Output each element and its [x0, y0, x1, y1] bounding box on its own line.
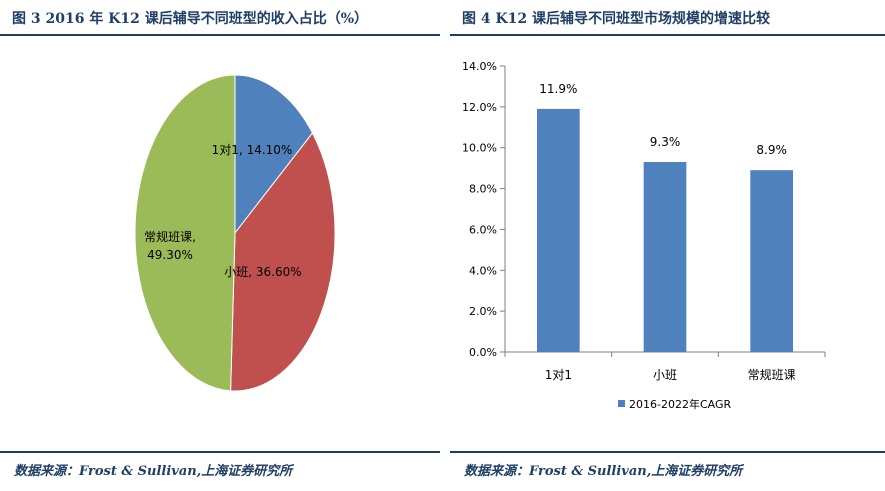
- x-category-label: 常规班课: [748, 367, 796, 382]
- pie-chart: 1对1, 14.10% 小班, 36.60% 常规班课, 49.30%: [134, 74, 336, 392]
- pie-source-rule: [0, 451, 440, 453]
- pie-slice-label: 常规班课, 49.30%: [144, 229, 196, 262]
- pie-slice: [230, 132, 336, 392]
- pie-figure-panel: 图 3 2016 年 K12 课后辅导不同班型的收入占比（%） 1对1, 14.…: [0, 0, 440, 491]
- legend-swatch: [618, 400, 625, 407]
- pie-slice-label: 小班, 36.60%: [224, 265, 301, 279]
- bar: [537, 108, 580, 353]
- legend-label: 2016-2022年CAGR: [629, 397, 731, 411]
- bar-figure-panel: 图 4 K12 课后辅导不同班型市场规模的增速比较 0.0% 2.0% 4.0% 6.…: [450, 0, 885, 491]
- pie-figure-title: 图 3 2016 年 K12 课后辅导不同班型的收入占比（%）: [12, 11, 369, 27]
- y-tick-label: 10.0%: [462, 142, 497, 155]
- bar-chart: 0.0% 2.0% 4.0% 6.0% 8.0% 10.0% 12.0% 14.0% 11.9%…: [462, 60, 826, 411]
- pie-slice: [234, 74, 314, 235]
- bar-source-note: 数据来源：Frost & Sullivan,上海证券研究所: [464, 464, 743, 479]
- y-tick-label: 8.0%: [469, 183, 497, 196]
- y-tick-label: 0.0%: [469, 346, 497, 359]
- bar-title-rule: [450, 34, 885, 36]
- pie-slice: [134, 74, 236, 392]
- pie-source-note: 数据来源：Frost & Sullivan,上海证券研究所: [14, 464, 293, 479]
- x-category-label: 小班: [653, 368, 677, 382]
- pie-slice-label: 1对1, 14.10%: [212, 143, 293, 157]
- bar-value-label: 9.3%: [650, 135, 681, 149]
- y-tick-label: 14.0%: [462, 60, 497, 73]
- y-tick-label: 12.0%: [462, 101, 497, 114]
- bar-source-rule: [450, 451, 885, 453]
- bar-value-label: 8.9%: [756, 143, 787, 157]
- x-category-label: 1对1: [545, 368, 572, 382]
- bar-value-label: 11.9%: [539, 82, 577, 96]
- y-tick-label: 6.0%: [469, 223, 497, 236]
- bar-figure-title: 图 4 K12 课后辅导不同班型市场规模的增速比较: [462, 11, 771, 27]
- y-tick-label: 4.0%: [469, 264, 497, 277]
- bar: [750, 170, 793, 352]
- pie-title-rule: [0, 34, 440, 36]
- y-tick-label: 2.0%: [469, 305, 497, 318]
- bar: [643, 162, 687, 352]
